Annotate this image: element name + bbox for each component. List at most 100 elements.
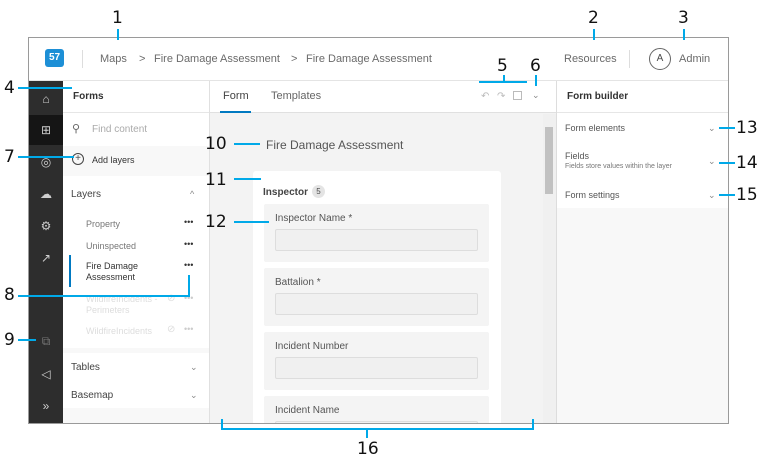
callout-number: 10 xyxy=(205,134,227,154)
chevron-down-icon[interactable]: ⌄ xyxy=(532,90,540,100)
plus-circle-icon: + xyxy=(72,153,84,165)
form-field[interactable]: Incident Name xyxy=(264,396,489,423)
more-options-button[interactable]: ••• xyxy=(184,239,194,249)
form-field[interactable]: Battalion * xyxy=(264,268,489,326)
cloud-icon[interactable]: ☁ xyxy=(40,187,52,201)
form-field[interactable]: Incident Number xyxy=(264,332,489,390)
count-badge: 5 xyxy=(312,185,325,198)
callout-line xyxy=(593,29,595,40)
expand-icon[interactable]: » xyxy=(42,399,50,413)
external-link-icon[interactable]: ⧉ xyxy=(41,333,51,348)
scrollbar[interactable] xyxy=(543,114,556,423)
resources-link[interactable]: Resources xyxy=(564,53,617,65)
breadcrumb-separator: > xyxy=(291,53,298,65)
callout-number: 7 xyxy=(4,147,15,167)
chevron-down-icon[interactable]: ⌄ xyxy=(708,123,716,133)
callout-number: 2 xyxy=(588,8,599,28)
callout-line xyxy=(18,87,72,89)
more-options-button[interactable]: ••• xyxy=(184,324,194,334)
callout-line xyxy=(188,275,190,296)
breadcrumb-separator: > xyxy=(139,53,146,65)
section-form-elements[interactable]: Form elements xyxy=(565,123,626,133)
callout-line xyxy=(532,419,534,429)
nav-rail: ⌂ ⊞ ◎ ☁ ⚙ ↗ ⧉ ◁ » xyxy=(29,81,63,423)
chevron-down-icon[interactable]: ⌄ xyxy=(708,190,716,200)
field-label: Battalion * xyxy=(275,277,321,288)
callout-number: 8 xyxy=(4,285,15,305)
search-input[interactable]: ⚲ Find content xyxy=(63,113,209,146)
form-canvas: Form Templates ↶ ↷ ⌄ Fire Damage Assessm… xyxy=(210,81,556,423)
callout-line xyxy=(117,29,119,40)
avatar[interactable]: A xyxy=(649,48,671,70)
chevron-down-icon[interactable]: ⌄ xyxy=(190,362,198,372)
add-layers-label: Add layers xyxy=(92,155,135,165)
layer-item[interactable]: Property xyxy=(86,219,121,229)
blocked-icon: ⊘ xyxy=(167,324,176,335)
field-input xyxy=(275,229,478,251)
layers-header[interactable]: Layers xyxy=(71,189,102,200)
callout-line xyxy=(18,156,74,158)
section-form-settings[interactable]: Form settings xyxy=(565,190,620,200)
more-options-button[interactable]: ••• xyxy=(184,217,194,227)
search-icon: ⚲ xyxy=(72,123,81,135)
blocked-icon: ⊘ xyxy=(167,293,176,304)
target-icon[interactable]: ◎ xyxy=(40,155,52,169)
layer-item-disabled: WildfireIncidents xyxy=(86,326,153,336)
section-subtitle: Fields store values within the layer xyxy=(565,163,672,170)
form-field[interactable]: Inspector Name * xyxy=(264,204,489,262)
callout-number: 16 xyxy=(357,439,379,459)
panel-title: Forms xyxy=(73,91,104,102)
callout-number: 12 xyxy=(205,212,227,232)
app-window: 57 Maps > Fire Damage Assessment > Fire … xyxy=(28,37,729,424)
layer-item[interactable]: Uninspected xyxy=(86,241,137,251)
callout-line xyxy=(221,428,534,430)
redo-icon[interactable]: ↷ xyxy=(497,91,506,102)
megaphone-icon[interactable]: ◁ xyxy=(41,367,51,381)
callout-line xyxy=(18,339,36,341)
more-options-button[interactable]: ••• xyxy=(184,293,194,303)
undo-icon[interactable]: ↶ xyxy=(481,91,490,102)
chevron-down-icon[interactable]: ⌄ xyxy=(708,156,716,166)
basemap-header[interactable]: Basemap xyxy=(71,390,114,401)
callout-number: 9 xyxy=(4,330,15,350)
field-input xyxy=(275,357,478,379)
chevron-down-icon[interactable]: ⌄ xyxy=(190,390,198,400)
breadcrumb-map[interactable]: Fire Damage Assessment xyxy=(154,53,280,65)
callout-line xyxy=(479,81,527,83)
form-title[interactable]: Fire Damage Assessment xyxy=(266,138,404,152)
field-input xyxy=(275,293,478,315)
callout-number: 15 xyxy=(736,185,758,205)
layers-icon[interactable]: ⊞ xyxy=(29,115,63,145)
tab-form[interactable]: Form xyxy=(223,90,249,102)
callout-number: 14 xyxy=(736,153,758,173)
callout-number: 13 xyxy=(736,118,758,138)
callout-number: 3 xyxy=(678,8,689,28)
divider xyxy=(629,50,630,68)
callout-line xyxy=(221,419,223,429)
more-options-button[interactable]: ••• xyxy=(184,260,194,270)
tab-templates[interactable]: Templates xyxy=(271,90,322,102)
callout-line xyxy=(503,75,505,82)
home-icon[interactable]: ⌂ xyxy=(42,92,50,106)
layer-item-selected[interactable]: Fire Damage Assessment xyxy=(86,261,139,282)
app-logo-icon[interactable]: 57 xyxy=(45,49,64,67)
active-tab-indicator xyxy=(220,111,251,113)
selected-indicator xyxy=(69,255,71,287)
share-icon[interactable]: ↗ xyxy=(40,251,52,265)
divider xyxy=(82,50,83,68)
add-layers-button[interactable]: + Add layers xyxy=(63,146,209,176)
callout-number: 6 xyxy=(530,56,541,76)
callout-line xyxy=(234,221,269,223)
forms-panel: Forms ⚲ Find content + Add layers Layers ^… xyxy=(63,81,210,423)
breadcrumb-maps[interactable]: Maps xyxy=(100,53,127,65)
callout-line xyxy=(18,295,190,297)
callout-line xyxy=(234,143,260,145)
section-fields[interactable]: Fields xyxy=(565,151,590,161)
chevron-up-icon[interactable]: ^ xyxy=(190,189,195,199)
save-icon[interactable] xyxy=(513,91,522,100)
callout-line xyxy=(719,127,735,129)
tables-header[interactable]: Tables xyxy=(71,362,100,373)
user-name[interactable]: Admin xyxy=(679,53,711,65)
callout-number: 5 xyxy=(497,56,508,76)
gear-icon[interactable]: ⚙ xyxy=(40,219,52,233)
